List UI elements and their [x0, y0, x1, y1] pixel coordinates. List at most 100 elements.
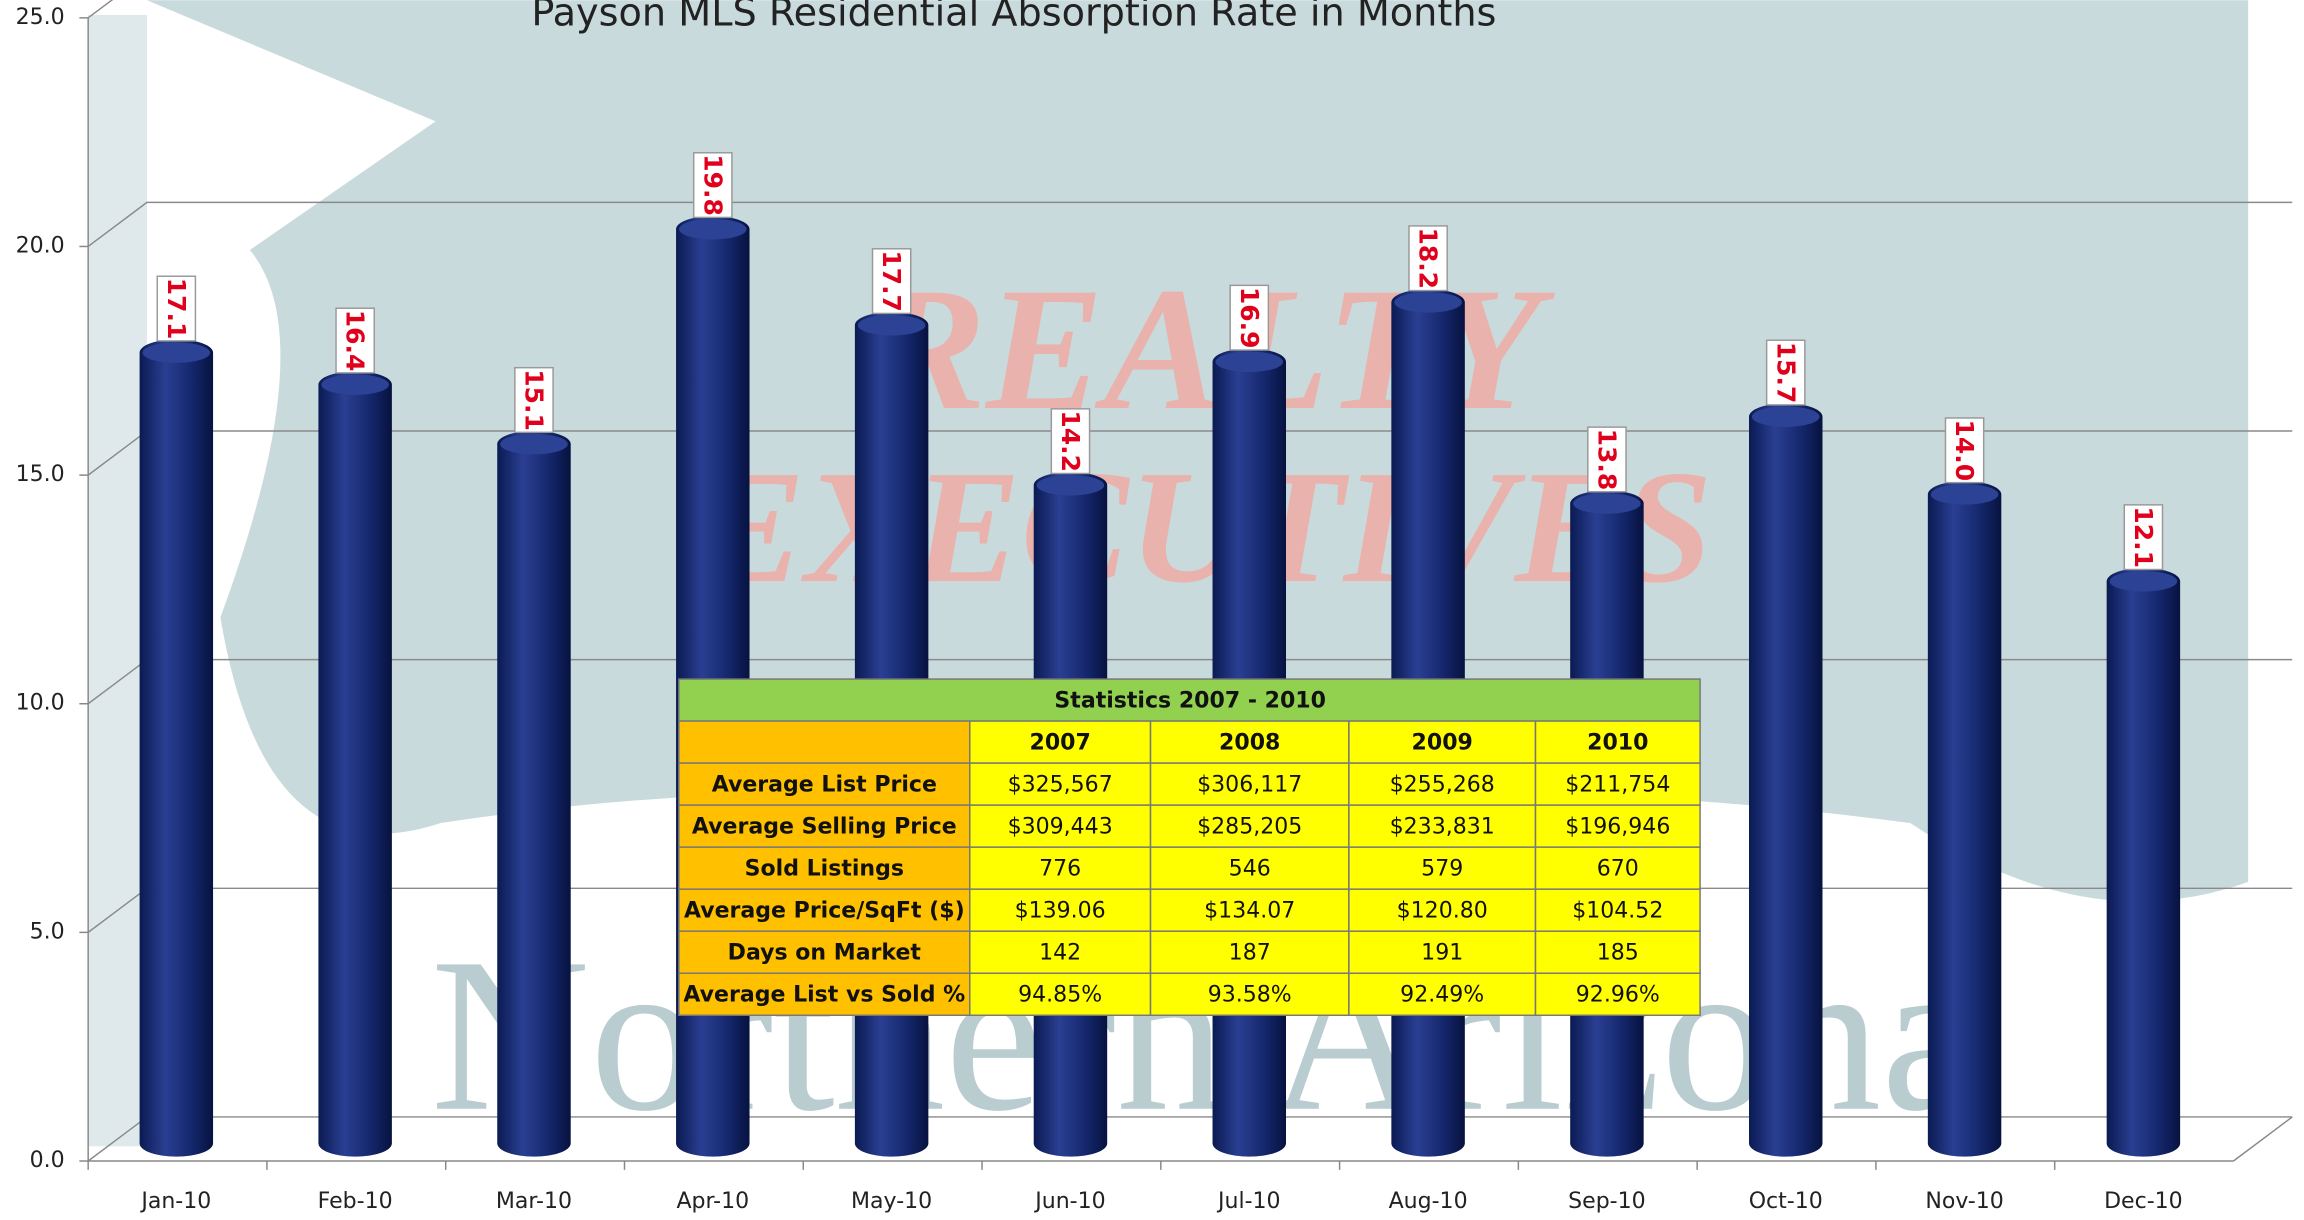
- bar-top: [1573, 493, 1641, 514]
- y-tick-label: 25.0: [16, 5, 65, 30]
- bar-top: [679, 218, 747, 240]
- bar-top: [857, 314, 926, 336]
- x-tick-label: Oct-10: [1749, 1189, 1823, 1214]
- bar-top: [1215, 351, 1284, 373]
- value-label-box: 16.4: [335, 307, 375, 374]
- table-cell: [1348, 888, 1537, 932]
- value-label: 14.2: [1056, 410, 1085, 472]
- bar-top: [1036, 474, 1105, 496]
- table-cell: [1149, 972, 1350, 1016]
- row-label: Average Selling Price: [692, 815, 957, 840]
- table-cell: [1534, 930, 1701, 974]
- bar-top: [500, 433, 568, 455]
- table-cell: [678, 972, 971, 1016]
- chart-title: Payson MLS Residential Absorption Rate i…: [531, 0, 1496, 35]
- label-box: [1050, 408, 1091, 475]
- value-label: 18.2: [1414, 227, 1443, 289]
- table-cell: [1149, 720, 1350, 764]
- value-label: 14.0: [1950, 420, 1979, 482]
- table-cell: [678, 804, 971, 848]
- column-header: 2010: [1587, 731, 1648, 756]
- table-title: Statistics 2007 - 2010: [1054, 689, 1326, 714]
- table-value: $306,117: [1197, 773, 1302, 798]
- label-box: [1408, 225, 1448, 292]
- row-label: Sold Listings: [745, 857, 904, 882]
- label-box: [156, 275, 197, 342]
- table-cell: [1534, 972, 1701, 1016]
- x-tick-label: Jul-10: [1216, 1189, 1281, 1214]
- table-value: 92.49%: [1400, 983, 1484, 1008]
- x-tick-label: Mar-10: [496, 1189, 572, 1214]
- row-label: Average List Price: [712, 773, 937, 798]
- table-cell: [1534, 888, 1701, 932]
- bar-top: [1394, 292, 1462, 313]
- value-label: 16.4: [341, 310, 370, 372]
- table-cell: [678, 888, 971, 932]
- label-box: [1587, 426, 1627, 493]
- value-label: 15.7: [1771, 342, 1800, 404]
- table-cell: [1534, 762, 1701, 806]
- value-label: 13.8: [1592, 429, 1621, 491]
- bar-top: [1930, 484, 1999, 505]
- value-label: 19.8: [698, 154, 727, 216]
- table-value: $139.06: [1015, 899, 1106, 924]
- watermark-text: EXECUTIVES: [695, 437, 1712, 616]
- table-value: 776: [1039, 857, 1081, 882]
- table-cell: [969, 720, 1152, 764]
- bar-top: [321, 374, 389, 395]
- bar: [2106, 568, 2181, 1157]
- value-label: 17.1: [162, 278, 191, 340]
- x-tick-label: Dec-10: [2104, 1189, 2183, 1214]
- grid-line: [87, 201, 2293, 248]
- x-tick-label: May-10: [851, 1189, 932, 1214]
- table-cell: [1348, 720, 1537, 764]
- column-header: 2008: [1219, 731, 1280, 756]
- bar-top: [2109, 570, 2178, 592]
- table-title-cell: [678, 678, 1701, 722]
- table-value: $196,946: [1565, 815, 1670, 840]
- table-cell: [1348, 930, 1537, 974]
- bar: [1927, 481, 2002, 1157]
- label-box: [1765, 339, 1806, 406]
- table-cell: [1348, 762, 1537, 806]
- label-box: [1944, 417, 1985, 484]
- x-tick-label: Sep-10: [1568, 1189, 1646, 1214]
- table-cell: [969, 762, 1152, 806]
- table-cell: [1534, 846, 1701, 890]
- table-cell: [1149, 762, 1350, 806]
- value-label-box: 15.7: [1765, 339, 1806, 406]
- table-cell: [969, 804, 1152, 848]
- table-value: 93.58%: [1208, 983, 1292, 1008]
- value-label-box: 18.2: [1408, 225, 1448, 292]
- label-box: [2123, 504, 2164, 571]
- x-tick-label: Apr-10: [676, 1189, 749, 1214]
- table-value: 92.96%: [1576, 983, 1660, 1008]
- value-label-box: 17.1: [156, 275, 197, 342]
- table-cell: [969, 972, 1152, 1016]
- table-value: 94.85%: [1018, 983, 1102, 1008]
- table-value: $309,443: [1008, 815, 1113, 840]
- column-header: 2007: [1029, 731, 1090, 756]
- value-label-box: 17.7: [871, 248, 912, 315]
- x-tick-label: Nov-10: [1925, 1189, 2003, 1214]
- table-cell: [678, 720, 971, 764]
- row-label: Days on Market: [728, 941, 922, 966]
- row-label: Average List vs Sold %: [683, 983, 965, 1008]
- table-value: 579: [1421, 857, 1463, 882]
- bar: [318, 371, 392, 1157]
- table-value: 670: [1597, 857, 1639, 882]
- label-box: [871, 248, 912, 315]
- value-label: 17.7: [877, 250, 906, 312]
- grid-line: [87, 0, 114, 19]
- value-label: 15.1: [520, 369, 549, 431]
- y-tick-label: 0.0: [30, 1148, 65, 1173]
- table-value: $120.80: [1397, 899, 1488, 924]
- table-value: 546: [1229, 857, 1271, 882]
- table-cell: [969, 930, 1152, 974]
- value-label: 12.1: [2129, 506, 2158, 568]
- x-tick-label: Feb-10: [318, 1189, 393, 1214]
- table-value: $134.07: [1204, 899, 1295, 924]
- table-value: $285,205: [1197, 815, 1302, 840]
- table-value: 191: [1421, 941, 1463, 966]
